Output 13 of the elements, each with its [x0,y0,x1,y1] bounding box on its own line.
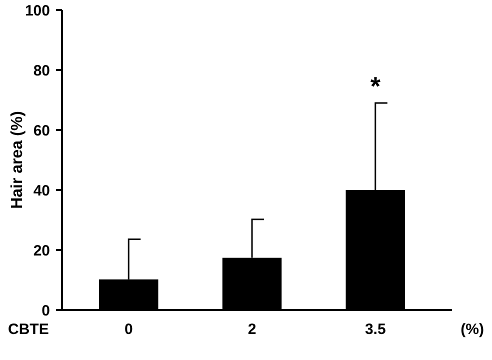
x-axis-title: CBTE [8,321,49,338]
annotation: * [370,71,382,101]
y-tick-label: 100 [24,2,50,20]
y-tick-label: 80 [33,62,50,80]
y-axis-title: Hair area (%) [9,111,26,209]
y-tick-label: 20 [33,242,50,260]
y-tick-label: 60 [33,122,50,140]
y-tick-label: 40 [33,182,50,200]
x-tick-label: 2 [248,321,256,338]
text: (%) [460,321,484,338]
y-tick-label: 0 [42,302,50,320]
x-tick-label: 0 [124,321,133,338]
x-tick-label: 3.5 [364,321,386,338]
